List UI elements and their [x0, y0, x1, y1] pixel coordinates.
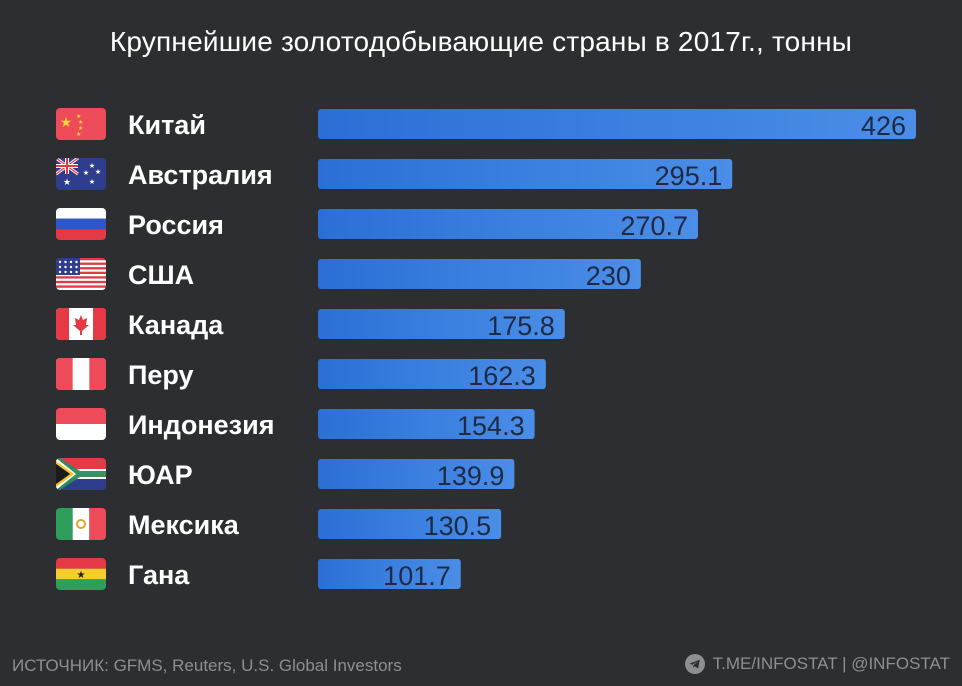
- bar: [318, 409, 535, 439]
- bar-row: ★ Гана 101.7: [56, 558, 461, 591]
- value-label: 162.3: [468, 361, 536, 391]
- category-label: Индонезия: [128, 410, 274, 440]
- svg-text:★: ★: [78, 125, 83, 132]
- category-label: США: [128, 260, 194, 290]
- value-label: 139.9: [437, 461, 505, 491]
- canada-flag-icon: [56, 308, 106, 340]
- category-label: Австралия: [128, 160, 273, 190]
- value-label: 426: [861, 111, 906, 141]
- bar-row: ★ ★★★★ Китай 426: [56, 108, 916, 141]
- svg-text:★: ★: [89, 162, 95, 170]
- value-label: 154.3: [457, 411, 525, 441]
- south-africa-flag-icon: [56, 458, 106, 490]
- source-note: ИСТОЧНИК: GFMS, Reuters, U.S. Global Inv…: [12, 656, 402, 675]
- category-label: Гана: [128, 560, 190, 590]
- channel-link[interactable]: T.ME/INFOSTAT | @INFOSTAT: [712, 654, 950, 673]
- value-label: 130.5: [424, 511, 492, 541]
- svg-text:★: ★: [89, 178, 95, 186]
- svg-text:★: ★: [63, 177, 71, 187]
- category-label: Китай: [128, 110, 206, 140]
- value-label: 295.1: [655, 161, 723, 191]
- bar-row: Канада 175.8: [56, 308, 565, 341]
- bar: [318, 159, 733, 189]
- bar: [318, 359, 546, 389]
- china-flag-icon: ★ ★★★★: [56, 108, 106, 140]
- category-label: ЮАР: [128, 460, 193, 490]
- svg-text:★: ★: [78, 119, 83, 126]
- bar-row: Россия 270.7: [56, 208, 698, 241]
- svg-text:★: ★: [95, 168, 101, 176]
- category-label: Канада: [128, 310, 224, 340]
- indonesia-flag-icon: [56, 408, 106, 440]
- bar: [318, 259, 641, 289]
- value-label: 270.7: [620, 211, 688, 241]
- bar-row: ★★★★★ Австралия 295.1: [56, 158, 733, 191]
- bar: [318, 509, 502, 539]
- australia-flag-icon: ★★★★★: [56, 158, 106, 190]
- bar-row: ЮАР 139.9: [56, 458, 515, 491]
- bar: [318, 459, 515, 489]
- russia-flag-icon: [56, 208, 106, 240]
- bar: [318, 309, 565, 339]
- value-label: 101.7: [383, 561, 451, 591]
- bar-row: Индонезия 154.3: [56, 408, 535, 441]
- svg-text:★: ★: [60, 114, 73, 130]
- category-label: Перу: [128, 360, 194, 390]
- value-label: 230: [586, 261, 631, 291]
- bar-row: США 230: [56, 258, 641, 291]
- mexico-flag-icon: [56, 508, 106, 540]
- bar: [318, 209, 698, 239]
- svg-text:★: ★: [83, 169, 89, 177]
- svg-text:★: ★: [76, 113, 81, 120]
- chart-title: Крупнейшие золотодобывающие страны в 201…: [109, 26, 853, 57]
- category-label: Мексика: [128, 510, 240, 540]
- category-label: Россия: [128, 210, 224, 240]
- telegram-icon: [684, 654, 705, 674]
- bar: [318, 559, 461, 589]
- peru-flag-icon: [56, 358, 106, 390]
- bar-row: Мексика 130.5: [56, 508, 502, 541]
- usa-flag-icon: [56, 258, 106, 290]
- svg-text:★: ★: [76, 131, 81, 138]
- bar: [318, 109, 916, 139]
- bar-row: Перу 162.3: [56, 358, 546, 391]
- svg-text:★: ★: [77, 570, 86, 581]
- ghana-flag-icon: ★: [56, 558, 106, 590]
- channel-credit: T.ME/INFOSTAT | @INFOSTAT: [684, 654, 950, 674]
- value-label: 175.8: [487, 311, 555, 341]
